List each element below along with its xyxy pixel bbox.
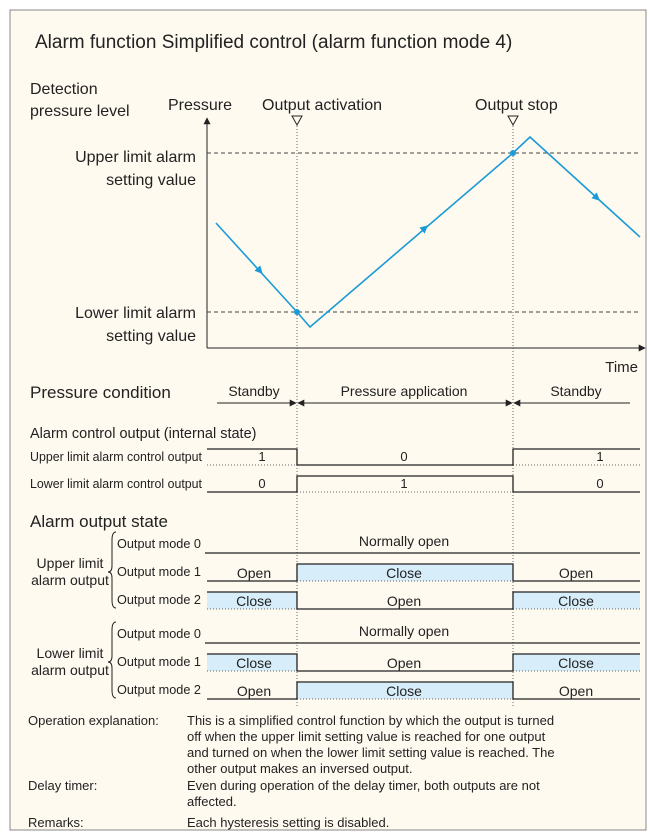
signal: [207, 591, 640, 610]
note-text: and turned on when the lower limit setti…: [187, 745, 555, 760]
x-axis-label: Time: [605, 359, 638, 376]
active-fill: [513, 654, 640, 671]
crossing-dot: [294, 309, 300, 315]
mode-label: Output mode 1: [117, 565, 201, 579]
row-label: Upper limit alarm control output: [30, 450, 203, 464]
group-brace: [107, 621, 117, 699]
state-label: Open: [387, 655, 421, 671]
state-label: 0: [400, 449, 407, 464]
state-label: Normally open: [359, 533, 449, 549]
state-label: Close: [386, 565, 422, 581]
y-axis-label: Detection: [30, 81, 98, 98]
signal: [207, 448, 640, 466]
note-label: Remarks:: [28, 815, 84, 830]
phase-label: Standby: [228, 383, 279, 399]
state-label: Open: [237, 565, 271, 581]
signal: [207, 475, 640, 493]
note-text: affected.: [187, 794, 237, 809]
state-label: 1: [258, 449, 265, 464]
state-label: 0: [596, 476, 603, 491]
mode-label: Output mode 0: [117, 627, 201, 641]
limit-label: setting value: [106, 172, 196, 189]
note-label: Delay timer:: [28, 778, 97, 793]
note-text: off when the upper limit setting value i…: [187, 729, 546, 744]
note-text: Each hysteresis setting is disabled.: [187, 815, 389, 830]
group-brace: [107, 531, 117, 609]
pressure-label: Pressure: [168, 97, 232, 114]
event-marker: [507, 115, 519, 127]
section-label: Pressure condition: [30, 383, 171, 402]
note-label: Operation explanation:: [28, 713, 159, 728]
event-label: Output activation: [262, 97, 382, 114]
state-label: Close: [236, 655, 272, 671]
event-marker: [291, 115, 303, 127]
mode-label: Output mode 0: [117, 537, 201, 551]
active-fill: [297, 564, 513, 581]
crossing-dot: [510, 150, 516, 156]
state-label: Open: [237, 683, 271, 699]
group-label: alarm output: [31, 662, 109, 678]
active-fill: [207, 654, 297, 671]
title: Alarm function Simplified control (alarm…: [35, 32, 512, 53]
row-label: Lower limit alarm control output: [30, 477, 203, 491]
y-axis-label: pressure level: [30, 103, 130, 120]
group-label: Lower limit: [37, 645, 104, 661]
signal: [207, 563, 640, 582]
state-label: Close: [236, 593, 272, 609]
state-label: Open: [387, 593, 421, 609]
group-label: alarm output: [31, 572, 109, 588]
state-label: 1: [596, 449, 603, 464]
active-fill: [207, 592, 297, 609]
note-text: This is a simplified control function by…: [187, 713, 554, 728]
mode-label: Output mode 1: [117, 655, 201, 669]
pressure-curve: [215, 135, 641, 329]
section-label: Alarm control output (internal state): [30, 426, 256, 442]
signal: [207, 681, 640, 700]
active-fill: [297, 682, 513, 699]
state-label: Normally open: [359, 623, 449, 639]
note-text: Even during operation of the delay timer…: [187, 778, 540, 793]
limit-label: setting value: [106, 328, 196, 345]
section-label: Alarm output state: [30, 512, 168, 531]
phase-label: Pressure application: [341, 383, 468, 399]
group-label: Upper limit: [37, 555, 104, 571]
mode-label: Output mode 2: [117, 683, 201, 697]
signal: [207, 653, 640, 672]
event-label: Output stop: [475, 97, 558, 114]
note-text: other output makes an inversed output.: [187, 761, 412, 776]
state-label: 1: [400, 476, 407, 491]
limit-label: Upper limit alarm: [75, 149, 196, 166]
state-label: Open: [559, 683, 593, 699]
state-label: Close: [386, 683, 422, 699]
active-fill: [513, 592, 640, 609]
state-label: 0: [258, 476, 265, 491]
mode-label: Output mode 2: [117, 593, 201, 607]
state-label: Open: [559, 565, 593, 581]
limit-label: Lower limit alarm: [75, 305, 196, 322]
phase-label: Standby: [550, 383, 601, 399]
state-label: Close: [558, 593, 594, 609]
frame: [9, 9, 647, 831]
state-label: Close: [558, 655, 594, 671]
